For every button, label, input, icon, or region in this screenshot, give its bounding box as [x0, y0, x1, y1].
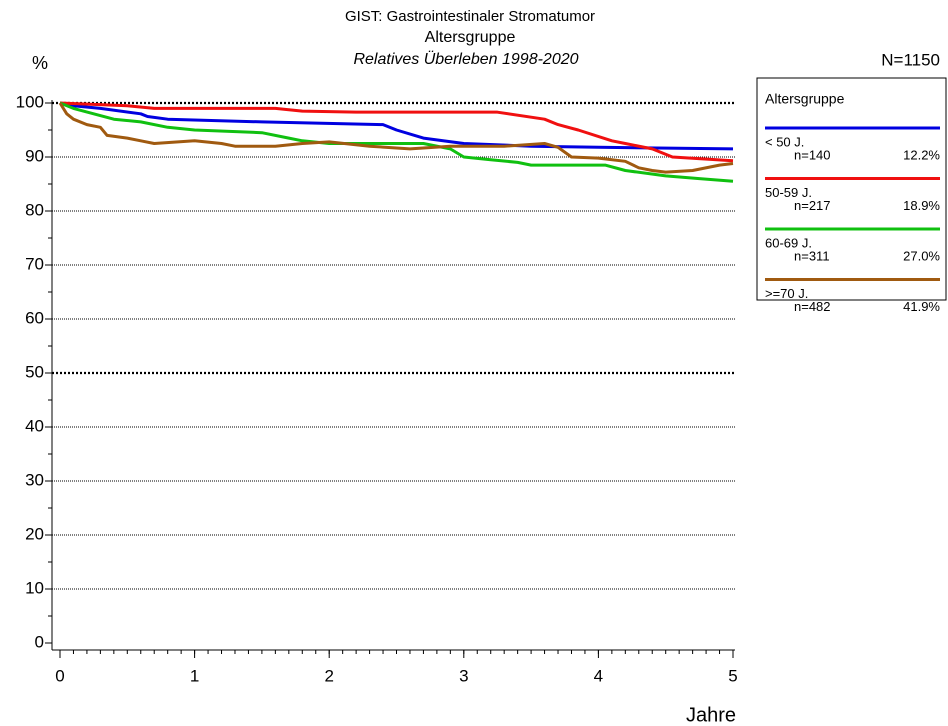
legend-count: n=311 [794, 248, 830, 263]
x-tick-label: 0 [55, 666, 64, 685]
legend-share: 18.9% [903, 198, 940, 213]
total-label: N=1150 [881, 50, 940, 69]
y-tick-label: 40 [25, 416, 44, 435]
y-tick-label: 10 [25, 578, 44, 597]
y-tick-label: 60 [25, 308, 44, 327]
legend-label: 60-69 J. [765, 235, 812, 250]
x-tick-label: 3 [459, 666, 468, 685]
y-tick-label: 90 [25, 146, 44, 165]
chart-subtitle: Altersgruppe [425, 29, 516, 46]
y-tick-label: 80 [25, 200, 44, 219]
y-tick-label: 100 [16, 92, 44, 111]
x-tick-label: 1 [190, 666, 199, 685]
legend-share: 41.9% [903, 299, 940, 314]
x-axis-label: Jahre [686, 704, 736, 726]
y-tick-label: 50 [25, 362, 44, 381]
x-tick-label: 4 [594, 666, 603, 685]
survival-line [58, 102, 734, 174]
legend-count: n=140 [794, 147, 831, 162]
x-tick-label: 2 [324, 666, 333, 685]
y-axis-label: % [32, 53, 48, 73]
legend-title: Altersgruppe [765, 91, 845, 107]
chart-subtitle: Relatives Überleben 1998-2020 [353, 50, 578, 68]
legend-label: 50-59 J. [765, 185, 812, 200]
survival-line [59, 101, 734, 183]
chart-title: GIST: Gastrointestinaler Stromatumor [345, 8, 595, 25]
y-tick-label: 30 [25, 470, 44, 489]
legend-label: < 50 J. [765, 134, 804, 149]
legend-label: >=70 J. [765, 286, 808, 301]
y-tick-label: 0 [35, 632, 44, 651]
legend-share: 27.0% [903, 248, 940, 263]
y-tick-label: 70 [25, 254, 44, 273]
legend-box [756, 77, 947, 301]
y-tick-label: 20 [25, 524, 44, 543]
x-tick-label: 5 [728, 666, 737, 685]
legend-share: 12.2% [903, 147, 940, 162]
legend-count: n=482 [794, 299, 831, 314]
survival-line [59, 101, 734, 163]
legend-count: n=217 [794, 198, 831, 213]
